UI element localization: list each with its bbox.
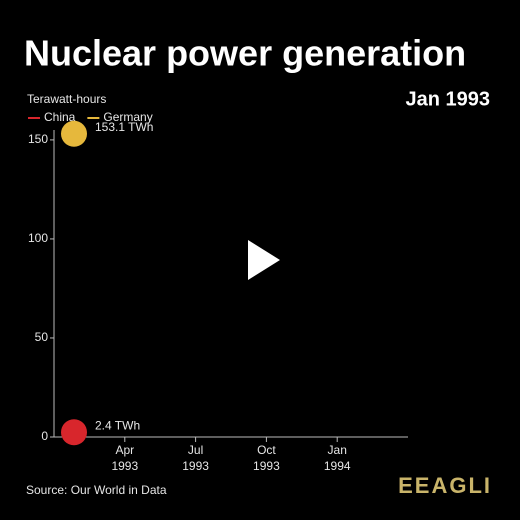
x-tick-label: Jan 1994 (324, 443, 351, 473)
y-axis-label: Terawatt-hours (27, 92, 106, 106)
play-icon[interactable] (248, 240, 280, 280)
x-tick-label: Oct 1993 (253, 443, 280, 473)
point-marker (61, 419, 87, 446)
logo: EEAGLI (398, 473, 492, 498)
y-tick-label: 150 (28, 132, 48, 146)
point-marker (61, 120, 87, 147)
x-tick-label: Apr 1993 (111, 443, 138, 473)
legend-label: China (44, 110, 76, 124)
plot: 0 50 100 150 Apr 1993 Jul 1993 Oct 1993 Jan 1994 Chi… (28, 110, 408, 473)
value-label: 2.4 TWh (95, 418, 140, 432)
value-label: 153.1 TWh (95, 120, 153, 134)
date-label: Jan 1993 (405, 88, 490, 110)
source: Source: Our World in Data (26, 483, 167, 497)
y-tick-label: 100 (28, 231, 48, 245)
legend-label: Germany (103, 110, 152, 124)
x-tick-label: Jul 1993 (182, 443, 209, 473)
y-tick-label: 0 (41, 429, 48, 443)
y-tick-label: 50 (35, 330, 49, 344)
chart-title: Nuclear power generation (24, 33, 466, 74)
